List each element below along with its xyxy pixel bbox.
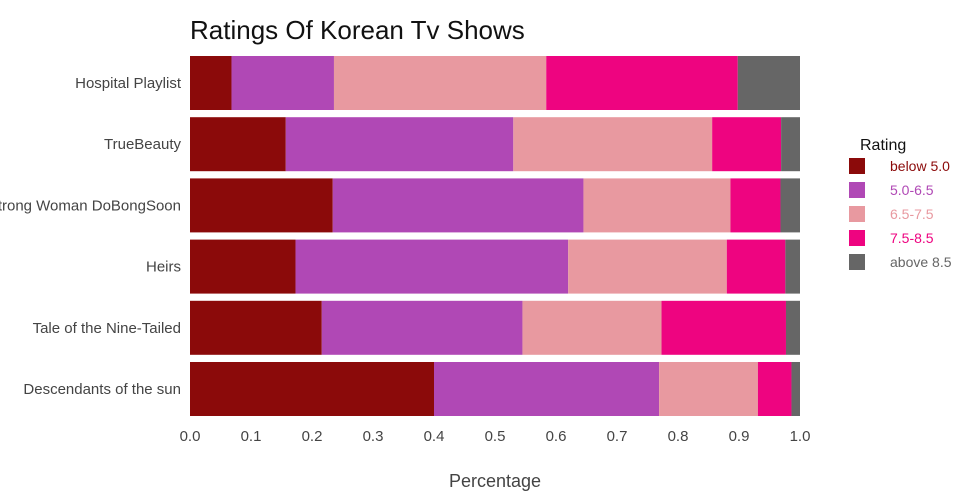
x-tick-label: 0.6	[546, 428, 567, 445]
bar-segment-6-2	[434, 362, 660, 416]
x-tick-label: 0.1	[241, 428, 262, 445]
legend-title: Rating	[860, 137, 906, 154]
category-label: Descendants of the sun	[23, 381, 181, 398]
bars-layer	[190, 56, 800, 416]
bar-segment-4-5	[785, 239, 800, 294]
bar-segment-2-4	[712, 117, 782, 172]
x-tick-label: 0.2	[302, 428, 323, 445]
bar-segment-2-1	[190, 117, 286, 172]
bar-segment-1-3	[333, 56, 547, 110]
bar-segment-1-2	[231, 56, 334, 110]
bar-segment-4-4	[726, 239, 786, 294]
legend-swatch	[849, 158, 865, 174]
x-axis-title: Percentage	[449, 471, 541, 491]
bar-segment-3-1	[190, 178, 333, 233]
bar-segment-2-3	[513, 117, 713, 172]
category-labels: Hospital Playlist TrueBeauty Strong Woman …	[0, 75, 182, 398]
bar-segment-1-4	[546, 56, 738, 110]
x-axis-ticks: 0.0 0.1 0.2 0.3 0.4 0.5 0.6 0.7 0.8 0.9 1.0	[180, 428, 811, 445]
bar-segment-1-5	[737, 56, 800, 110]
x-tick-label: 0.5	[485, 428, 506, 445]
bar-segment-6-1	[190, 362, 434, 416]
x-tick-label: 0.0	[180, 428, 201, 445]
bar-segment-5-5	[785, 300, 800, 355]
bar-segment-3-3	[583, 178, 731, 233]
legend: Rating below 5.0 5.0-6.5 6.5-7.5 7.5-8.5 abo…	[849, 137, 952, 270]
bar-segment-5-3	[522, 300, 662, 355]
category-label: Strong Woman DoBongSoon	[0, 197, 181, 214]
bar-segment-1-1	[190, 56, 232, 110]
bar-segment-6-4	[757, 362, 792, 416]
bar-segment-2-2	[285, 117, 514, 172]
bar-segment-4-1	[190, 239, 296, 294]
legend-swatch	[849, 182, 865, 198]
bar-segment-4-2	[295, 239, 569, 294]
bar-segment-6-5	[791, 362, 800, 416]
bar-segment-4-3	[568, 239, 727, 294]
legend-label: below 5.0	[890, 158, 950, 174]
legend-label: 7.5-8.5	[890, 230, 934, 246]
category-label: Hospital Playlist	[75, 75, 182, 92]
category-label: TrueBeauty	[104, 136, 181, 153]
bar-segment-2-5	[781, 117, 800, 172]
bar-segment-3-2	[332, 178, 584, 233]
legend-swatch	[849, 206, 865, 222]
legend-label: 6.5-7.5	[890, 206, 934, 222]
chart-title: Ratings Of Korean Tv Shows	[190, 15, 525, 45]
x-tick-label: 0.4	[424, 428, 445, 445]
bar-segment-6-3	[659, 362, 758, 416]
category-label: Heirs	[146, 259, 181, 276]
legend-label: 5.0-6.5	[890, 182, 934, 198]
category-label: Tale of the Nine-Tailed	[33, 320, 181, 337]
x-tick-label: 1.0	[790, 428, 811, 445]
bar-segment-5-4	[661, 300, 786, 355]
legend-swatch	[849, 254, 865, 270]
legend-swatch	[849, 230, 865, 246]
bar-segment-5-2	[321, 300, 523, 355]
bar-segment-3-4	[730, 178, 781, 233]
legend-label: above 8.5	[890, 254, 952, 270]
x-tick-label: 0.9	[729, 428, 750, 445]
bar-segment-3-5	[780, 178, 800, 233]
bar-segment-5-1	[190, 300, 322, 355]
x-tick-label: 0.8	[668, 428, 689, 445]
x-tick-label: 0.7	[607, 428, 628, 445]
x-tick-label: 0.3	[363, 428, 384, 445]
